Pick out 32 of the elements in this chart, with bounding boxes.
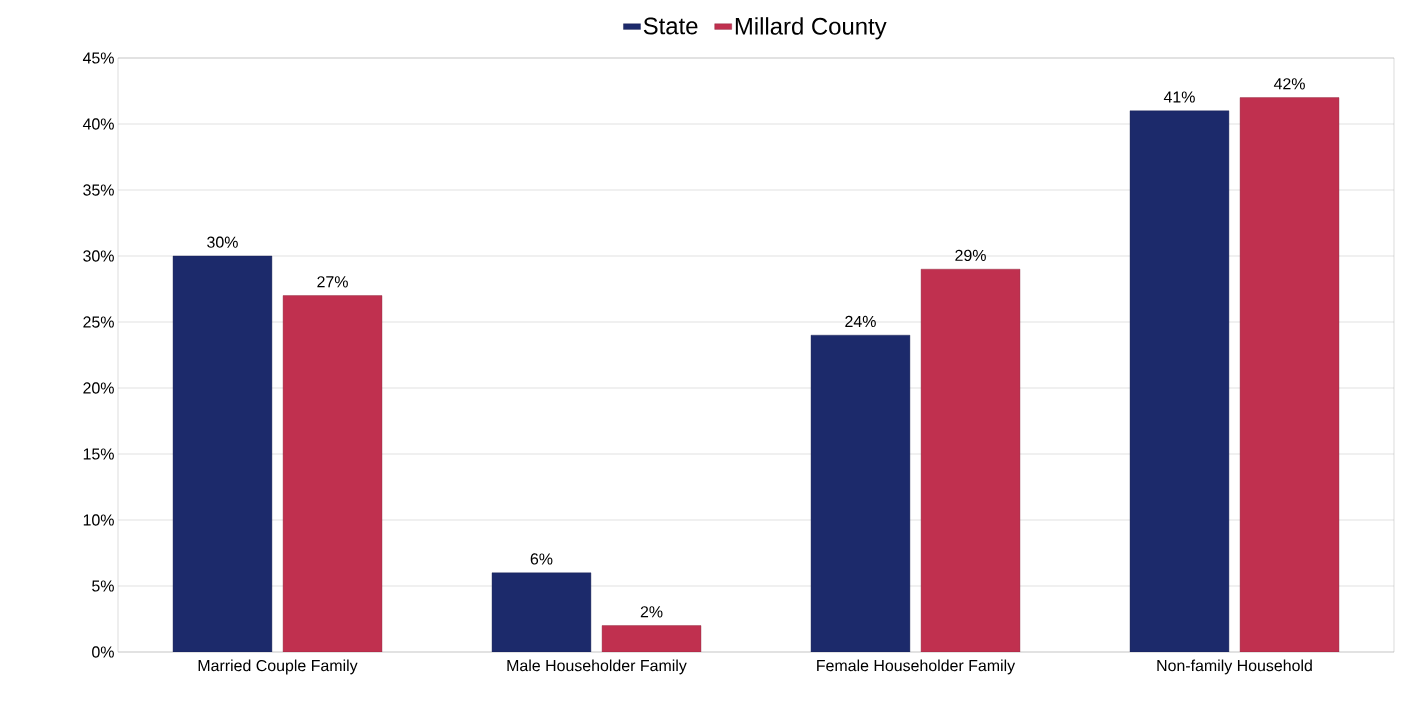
- x-tick-label: Female Householder Family: [817, 659, 1016, 675]
- y-tick-label: 15%: [83, 448, 114, 460]
- bar: [172, 255, 273, 652]
- data-label: 41%: [1163, 91, 1195, 103]
- data-label: 42%: [1273, 78, 1305, 90]
- y-tick-label: 0%: [92, 646, 114, 658]
- bar: [601, 625, 702, 652]
- data-label: 27%: [317, 276, 348, 288]
- data-label: 2%: [640, 606, 663, 618]
- x-tick-label: Non-family Household: [1157, 659, 1312, 675]
- y-tick-label: 20%: [83, 382, 114, 394]
- legend-label: Millard County: [735, 17, 887, 40]
- y-tick-label: 35%: [83, 184, 114, 196]
- data-label: 30%: [207, 236, 238, 248]
- y-tick-label: 5%: [92, 580, 114, 592]
- y-tick-label: 10%: [83, 514, 114, 526]
- bar: [920, 269, 1021, 652]
- y-tick-label: 25%: [83, 316, 114, 328]
- bar: [1239, 97, 1340, 652]
- data-label: 29%: [955, 249, 986, 261]
- y-tick-label: 40%: [82, 118, 114, 130]
- bar: [282, 295, 383, 652]
- bar: [810, 335, 911, 652]
- x-tick-label: Male Householder Family: [507, 659, 687, 675]
- y-tick-label: 45%: [82, 52, 114, 64]
- x-tick-label: Married Couple Family: [198, 659, 358, 675]
- legend-label: State: [643, 17, 698, 35]
- data-label: 24%: [845, 315, 876, 327]
- y-tick-label: 30%: [83, 250, 114, 262]
- bar: [491, 572, 592, 652]
- bar: [1129, 110, 1230, 652]
- data-label: 6%: [530, 553, 553, 565]
